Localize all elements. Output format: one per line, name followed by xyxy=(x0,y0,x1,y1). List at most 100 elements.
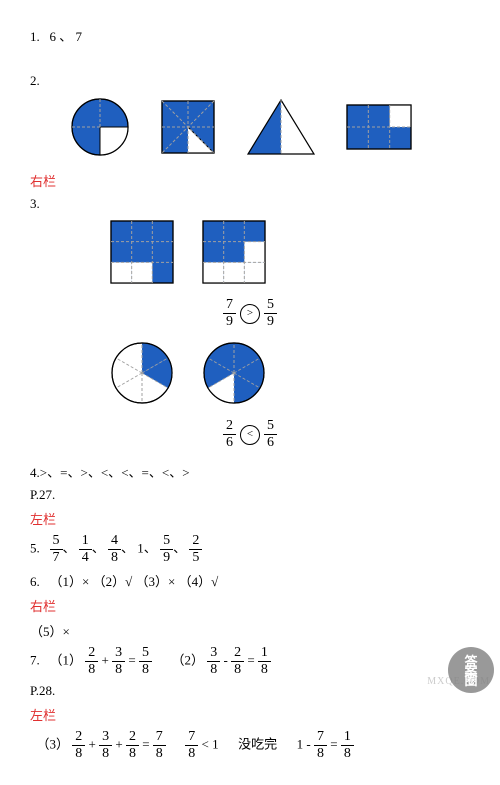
op: - xyxy=(306,736,310,751)
label-left-1: 左栏 xyxy=(30,509,470,528)
q1: 1. 6 、 7 xyxy=(30,26,470,45)
shape-grid-5of6 xyxy=(346,104,412,150)
op: - xyxy=(223,652,227,667)
q4-v4: < xyxy=(121,465,128,480)
frac-d: 8 xyxy=(188,746,195,761)
label-left-2: 左栏 xyxy=(30,705,470,724)
op: + xyxy=(89,736,96,751)
stamp-icon: 答 案 圈 xyxy=(448,647,494,693)
frac-n: 1 xyxy=(341,730,354,746)
frac-n: 7 xyxy=(153,730,166,746)
stamp-bot: 圈 xyxy=(464,670,477,689)
frac-d: 9 xyxy=(267,314,274,329)
q7-num: 7. xyxy=(30,652,40,667)
eq: = xyxy=(142,736,149,751)
frac-d: 8 xyxy=(156,746,163,761)
frac-d: 8 xyxy=(115,662,122,677)
eq: = xyxy=(330,736,337,751)
q6-i2: （3）× xyxy=(135,574,175,589)
frac-d: 8 xyxy=(102,746,109,761)
cmp-circle: < xyxy=(240,425,260,445)
sep: 、 xyxy=(173,540,186,555)
q7-p2-label: （2） xyxy=(171,652,204,667)
frac-d: 7 xyxy=(53,550,60,565)
frac-n: 5 xyxy=(139,646,152,662)
frac-n: 2 xyxy=(189,534,202,550)
q3-num: 3. xyxy=(30,196,470,212)
frac-d: 9 xyxy=(163,550,170,565)
frac-d: 8 xyxy=(142,662,149,677)
frac-d: 8 xyxy=(210,662,217,677)
q4-v0: > xyxy=(40,465,47,480)
frac-n: 1 xyxy=(258,646,271,662)
q7b-label: （3） xyxy=(37,736,70,751)
sep: 、 xyxy=(88,465,101,480)
sep: 、 xyxy=(47,465,60,480)
q4-v2: > xyxy=(80,465,87,480)
frac-n: 5 xyxy=(50,534,63,550)
q7b: （3） 28 + 38 + 28 = 78 78 < 1 没吃完 1 - 78 … xyxy=(30,730,470,761)
frac-d: 8 xyxy=(129,746,136,761)
cmp-op: < xyxy=(202,736,209,751)
q4: 4.>、=、>、<、<、=、<、> xyxy=(30,462,470,481)
frac-n: 5 xyxy=(160,534,173,550)
q2-shapes xyxy=(70,97,470,157)
diff-a: 1 xyxy=(297,736,304,751)
eq: = xyxy=(128,652,135,667)
frac-n: 2 xyxy=(223,419,236,435)
frac-n: 3 xyxy=(207,646,220,662)
op: + xyxy=(102,652,109,667)
frac-n: 3 xyxy=(112,646,125,662)
q1-b: 7 xyxy=(76,29,83,44)
cmp-rhs: 1 xyxy=(212,736,219,751)
q3-pairB-cmp: 26 < 56 xyxy=(30,419,470,450)
frac-n: 4 xyxy=(108,534,121,550)
frac-n: 2 xyxy=(231,646,244,662)
frac-d: 8 xyxy=(75,746,82,761)
shape-grid-5of9 xyxy=(202,220,266,284)
frac-n: 1 xyxy=(79,534,92,550)
frac-n: 2 xyxy=(85,646,98,662)
q1-num: 1. xyxy=(30,29,40,44)
q4-v7: > xyxy=(182,465,189,480)
label-right-1: 右栏 xyxy=(30,171,470,190)
sep: 、 xyxy=(63,540,76,555)
q3-pairB-shapes xyxy=(110,341,470,405)
frac-d: 4 xyxy=(82,550,89,565)
q7: 7. （1） 28 + 38 = 58 （2） 38 - 28 = 18 xyxy=(30,646,470,677)
cmp-circle: > xyxy=(240,304,260,324)
frac-d: 6 xyxy=(267,435,274,450)
sep: 、 xyxy=(169,465,182,480)
frac-n: 5 xyxy=(264,298,277,314)
q1-a: 6 xyxy=(50,29,57,44)
frac-d: 8 xyxy=(111,550,118,565)
frac-d: 6 xyxy=(226,435,233,450)
q5: 5. 57、 14、 48、 1、 59、 25 xyxy=(30,534,470,565)
q6-i0: （1）× xyxy=(50,574,90,589)
op: + xyxy=(115,736,122,751)
frac-n: 7 xyxy=(223,298,236,314)
q5-num: 5. xyxy=(30,540,40,555)
frac-n: 7 xyxy=(314,730,327,746)
shape-triangle-half xyxy=(246,98,316,156)
frac-n: 3 xyxy=(99,730,112,746)
sep: 、 xyxy=(108,465,121,480)
frac-d: 8 xyxy=(317,746,324,761)
shape-circle-3of4 xyxy=(70,97,130,157)
q2-num: 2. xyxy=(30,73,470,89)
frac-d: 8 xyxy=(344,746,351,761)
q6-extra: （5）× xyxy=(30,621,470,640)
q6-i3: （4）√ xyxy=(179,574,219,589)
frac-n: 5 xyxy=(264,419,277,435)
q7-p1-label: （1） xyxy=(50,652,83,667)
shape-square-diag xyxy=(160,99,216,155)
q1-sep: 、 xyxy=(59,29,72,44)
q6-num: 6. xyxy=(30,574,40,589)
q7b-text: 没吃完 xyxy=(238,736,277,751)
shape-circle6-2of6 xyxy=(110,341,174,405)
frac-d: 9 xyxy=(226,314,233,329)
q6-i1: （2）√ xyxy=(93,574,133,589)
sep: 、 xyxy=(149,465,162,480)
frac-d: 5 xyxy=(192,550,199,565)
shape-grid-7of9 xyxy=(110,220,174,284)
